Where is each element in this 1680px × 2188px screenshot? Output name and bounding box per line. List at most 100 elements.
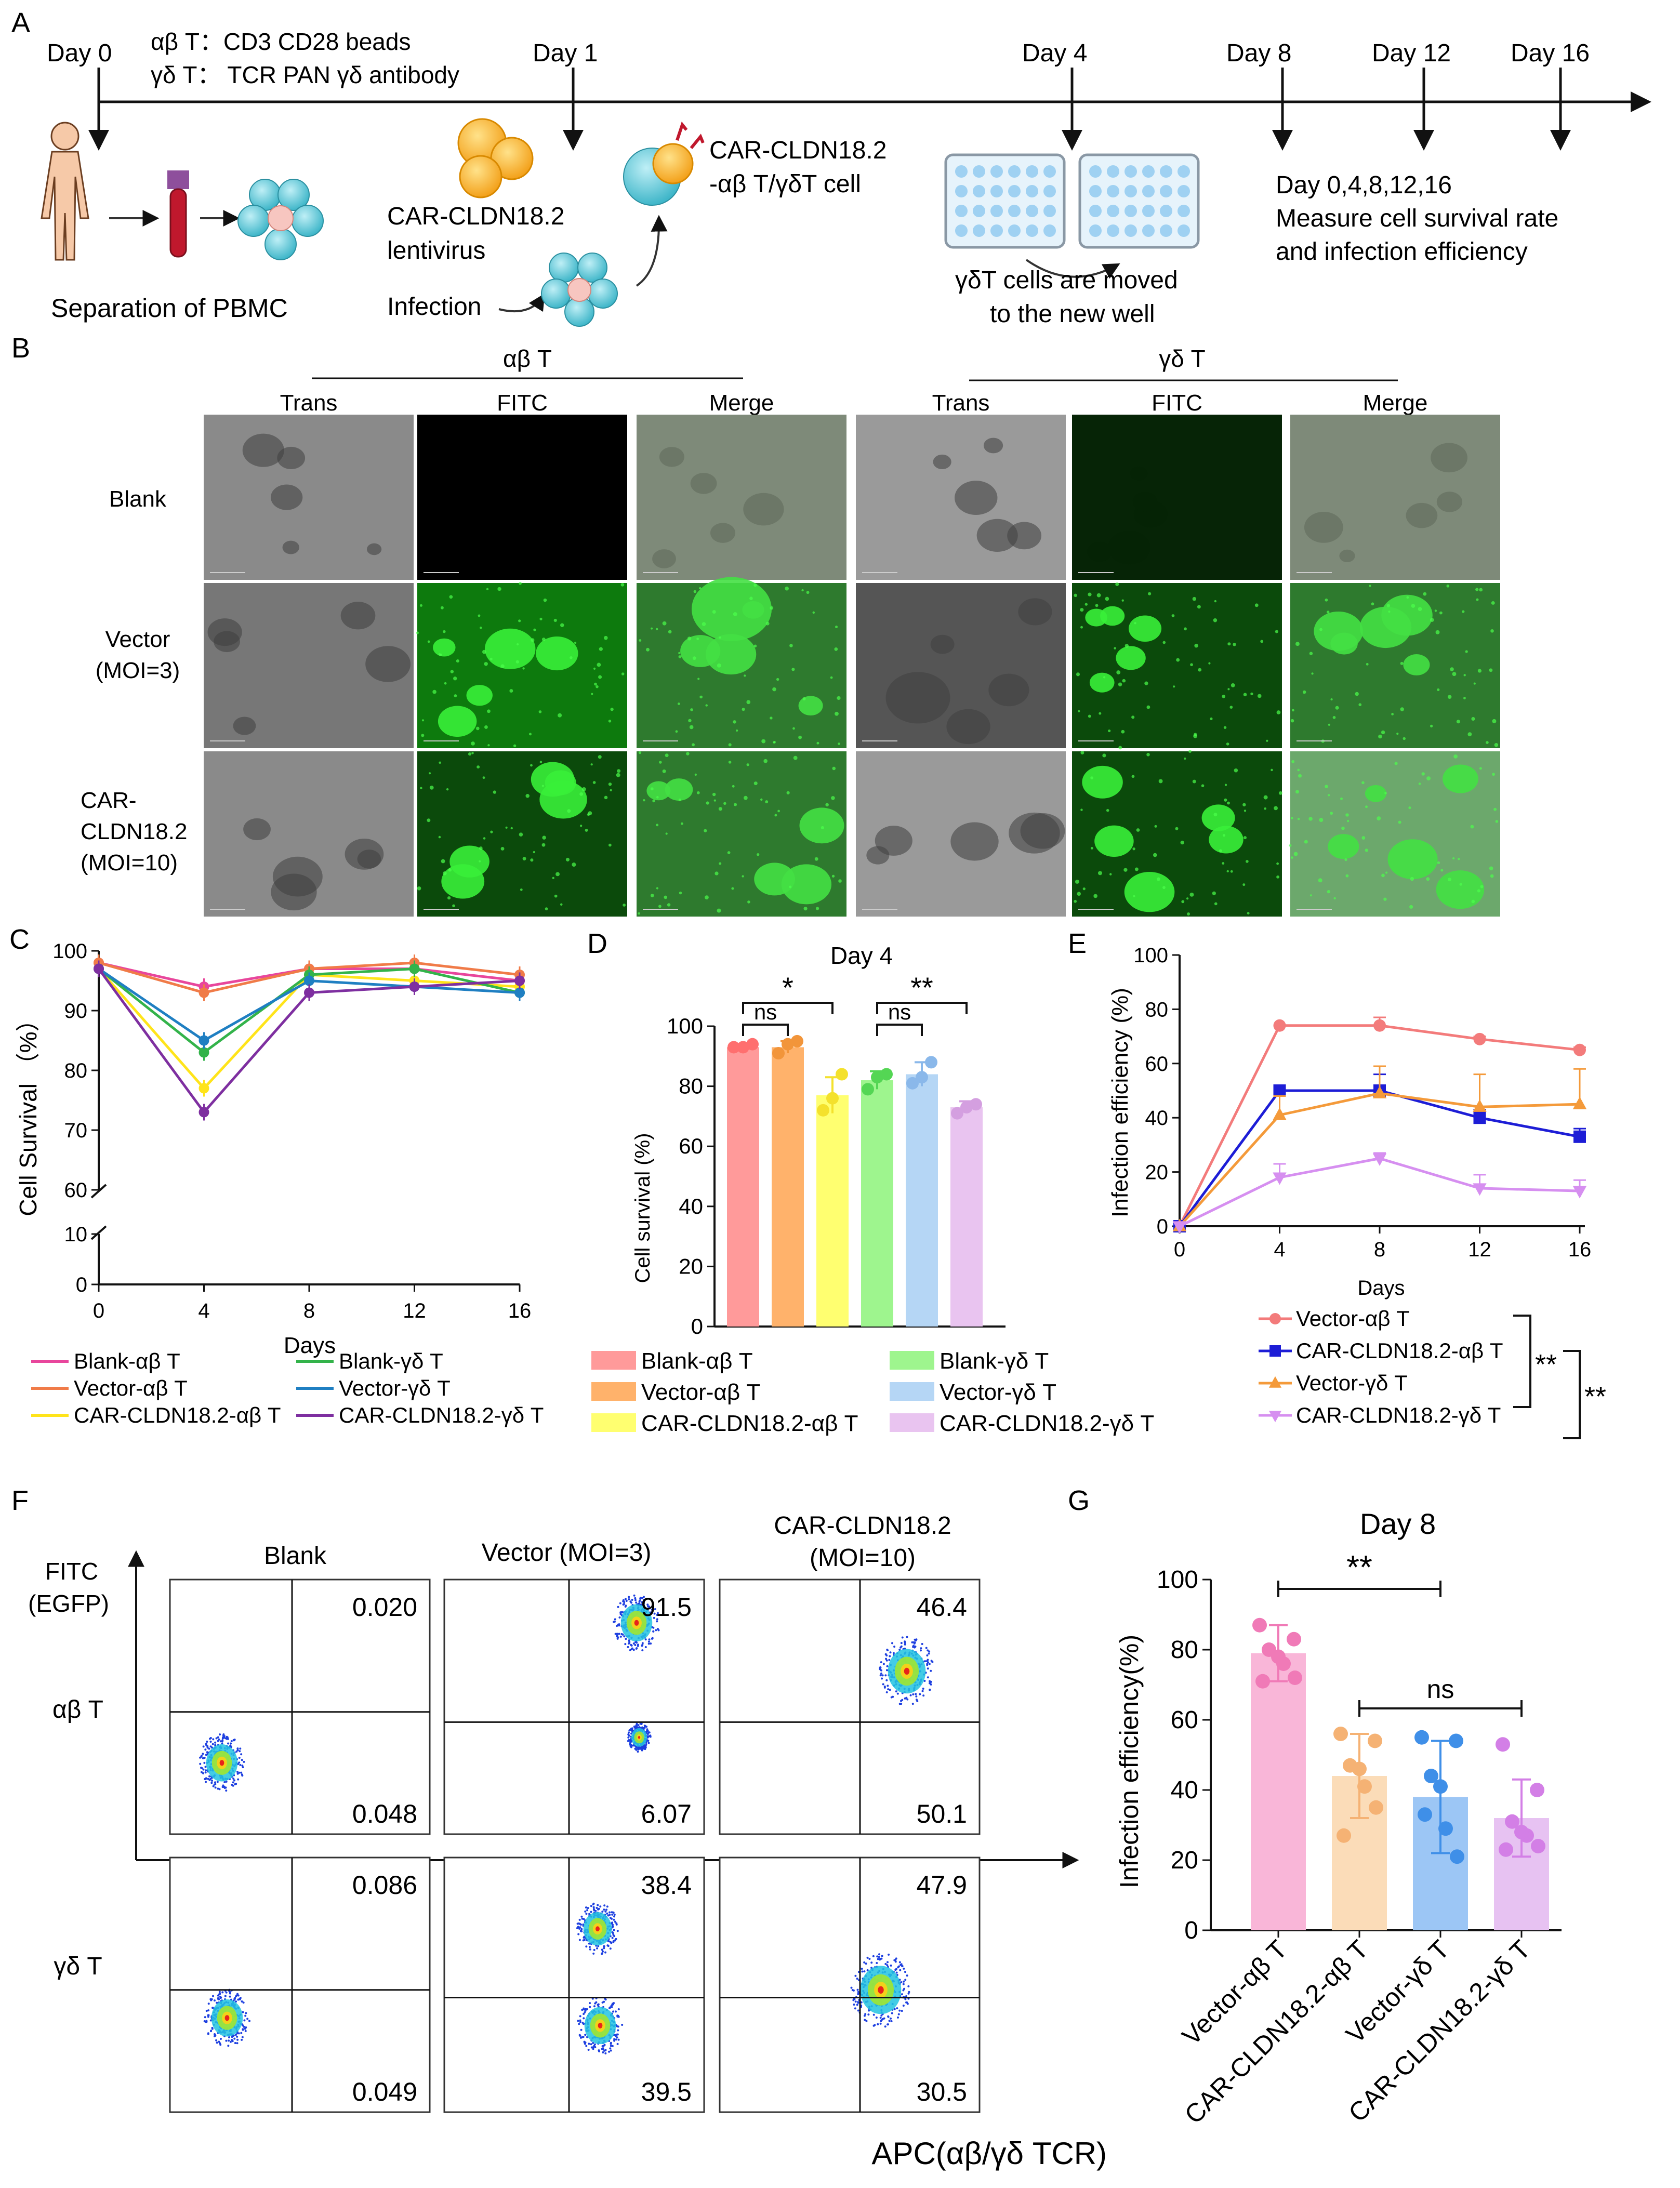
fluorescent-dot (1230, 870, 1233, 873)
flow-event (203, 1761, 206, 1764)
e-legend-label: Vector-αβ T (1296, 1306, 1410, 1331)
flow-event (619, 1602, 621, 1604)
fluorescent-dot (1492, 719, 1497, 723)
flow-event (861, 1970, 864, 1973)
micrograph-bg (204, 415, 414, 580)
fluorescent-dot (1295, 790, 1299, 794)
flow-event (238, 1771, 241, 1774)
fluorescent-dot (530, 858, 534, 862)
fluorescent-dot (603, 635, 608, 640)
flow-event (580, 1928, 583, 1930)
flow-event (592, 1902, 595, 1905)
e-data-point (1473, 1183, 1487, 1196)
car-t-cell-icon (623, 121, 705, 206)
flow-event (578, 2023, 580, 2025)
flow-event (232, 1784, 234, 1787)
fluorescent-dot (712, 610, 716, 614)
flow-event (596, 1906, 598, 1909)
fluorescent-dot (1077, 892, 1081, 896)
flow-event (656, 1612, 659, 1614)
fluorescent-dot (1156, 877, 1160, 881)
flow-event (578, 1918, 581, 1921)
flow-event (912, 1693, 915, 1695)
flow-event (225, 1789, 228, 1792)
flow-event (214, 1744, 217, 1746)
fluorescent-dot (610, 789, 612, 792)
flow-event (632, 1649, 635, 1651)
fluorescent-dot (450, 670, 454, 673)
fluorescent-dot (1222, 834, 1226, 837)
fluorescent-dot (432, 689, 436, 694)
flow-event (880, 1672, 883, 1675)
flow-event (904, 1643, 906, 1646)
pbmc-label: Separation of PBMC (51, 294, 288, 323)
d-significance-bracket (876, 1002, 968, 1014)
flow-event (613, 1913, 616, 1916)
flow-event (894, 1960, 897, 1963)
well (1107, 185, 1119, 197)
c-data-point (409, 982, 420, 992)
flow-event (232, 1781, 234, 1784)
fluorescent-dot (454, 694, 457, 697)
fluorescent-dot (416, 631, 419, 634)
lentivirus-icon (457, 118, 534, 198)
fluorescent-dot (1293, 852, 1298, 856)
well (1043, 185, 1056, 197)
flow-event (876, 1955, 879, 1958)
flow-event (644, 1646, 647, 1649)
cell-cluster (441, 864, 485, 899)
cell-cluster (243, 818, 271, 841)
flow-event (604, 2052, 607, 2054)
fluorescent-dot (1291, 817, 1293, 819)
flow-event (202, 1753, 204, 1755)
flow-event (231, 2036, 233, 2038)
fluorescent-dot (1490, 874, 1494, 878)
flow-event (615, 2038, 617, 2041)
flow-event (906, 1974, 908, 1977)
flow-event (912, 1645, 915, 1647)
flow-event (208, 1747, 210, 1750)
flow-event (235, 2000, 237, 2003)
fluorescent-dot (1479, 767, 1482, 770)
flow-event (882, 1663, 885, 1665)
flow-event (611, 1911, 613, 1914)
flow-event (656, 1618, 658, 1621)
fluorescent-dot (1133, 895, 1135, 897)
flow-event (237, 1778, 240, 1781)
fluorescent-dot (1131, 775, 1135, 778)
flow-event (895, 1968, 897, 1970)
fluorescent-dot (812, 611, 815, 614)
fluorescent-dot (560, 903, 563, 906)
flow-event (200, 1771, 203, 1773)
panel-e-chart: E Infection efficiency (%) Days 02040608… (1068, 928, 1606, 1439)
flow-event (597, 2005, 600, 2008)
well (955, 224, 968, 237)
well (1178, 224, 1190, 237)
flow-event (619, 1611, 622, 1614)
fluorescent-dot (1194, 643, 1198, 648)
e-data-point (1273, 1107, 1287, 1120)
fluorescent-dot (439, 761, 441, 764)
fluorescent-dot (1074, 593, 1077, 598)
c-y-tick-label: 90 (64, 1000, 88, 1023)
flow-event (875, 2016, 878, 2019)
flow-event (920, 1647, 922, 1650)
flow-event (641, 1642, 644, 1645)
fluorescent-dot (688, 719, 692, 723)
flow-event (656, 1620, 658, 1623)
flow-event (853, 2003, 855, 2006)
flow-event (642, 1600, 645, 1602)
fluorescent-dot (1430, 724, 1433, 727)
flow-event (619, 1635, 622, 1638)
flow-event (217, 1740, 219, 1742)
flow-event (906, 1698, 909, 1701)
fluorescent-dot (1275, 630, 1278, 633)
fluorescent-dot (1355, 692, 1359, 696)
fluorescent-dot (500, 664, 505, 668)
flow-event (601, 1950, 604, 1953)
c-y-tick-label: 60 (64, 1179, 88, 1202)
flow-event (895, 1971, 898, 1974)
fluorescent-dot (1378, 734, 1382, 739)
fluorescent-dot (746, 700, 751, 705)
d-y-tick-label: 40 (679, 1194, 703, 1218)
